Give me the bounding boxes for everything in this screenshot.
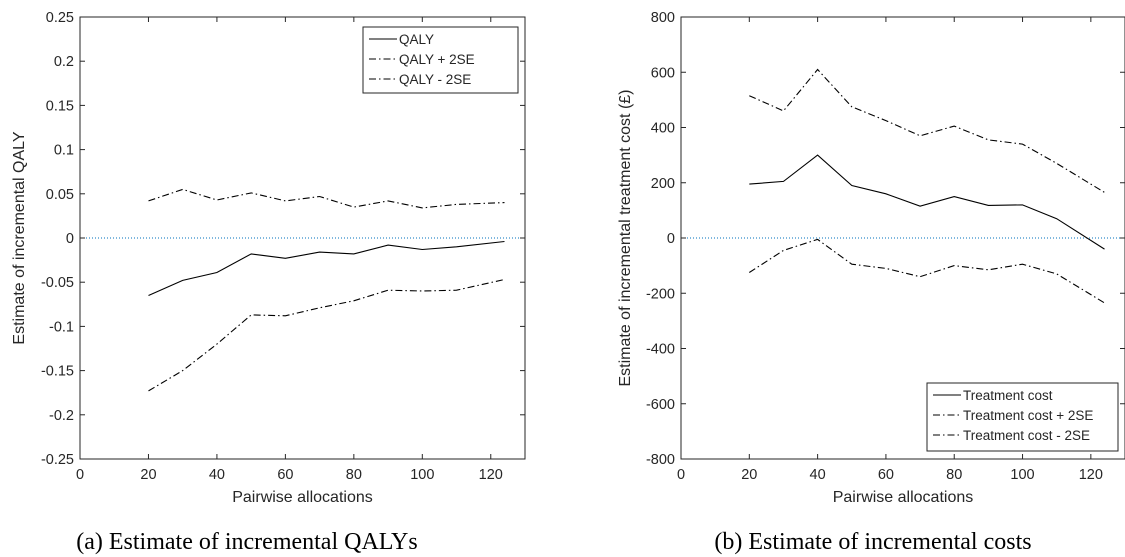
legend-label: QALY [399, 32, 434, 47]
legend-label: Treatment cost + 2SE [963, 408, 1093, 423]
x-tick-label: 0 [76, 467, 84, 483]
x-tick-label: 60 [277, 467, 293, 483]
y-tick-label: -400 [646, 342, 675, 358]
legend-label: QALY - 2SE [399, 72, 471, 87]
y-tick-label: -0.05 [41, 275, 74, 291]
series-line-1 [749, 154, 1105, 250]
legend-box [926, 382, 1119, 452]
panel-cost: 0 20 40 60 80 100 120 -800 -600 -400 -200 0 200 400 60… [617, 10, 1125, 555]
panel-qaly: 0 20 40 60 80 100 120 -0.25 -0.2 -0.15 -0.1 -0.05 0 0… [11, 10, 526, 555]
legend-box [362, 26, 519, 94]
x-tick-label: 100 [410, 467, 434, 483]
y-tick-label: -600 [646, 397, 675, 413]
y-tick-label: 0.05 [46, 187, 74, 203]
y-tick-label: 800 [651, 10, 675, 26]
x-axis-title: Pairwise allocations [232, 489, 373, 506]
y-tick-label: 400 [651, 121, 675, 137]
y-tick-label: 0.1 [54, 143, 74, 159]
series-line-2 [148, 188, 505, 209]
y-tick-label: -0.2 [49, 408, 74, 424]
x-tick-label: 120 [1079, 467, 1103, 483]
legend-label: Treatment cost - 2SE [963, 428, 1090, 443]
y-tick-label: -0.15 [41, 364, 74, 380]
x-tick-label: 60 [878, 467, 894, 483]
x-tick-label: 40 [209, 467, 225, 483]
x-tick-label: 20 [140, 467, 156, 483]
y-tick-label: -0.25 [41, 452, 74, 468]
legend-label: Treatment cost [963, 388, 1053, 403]
figure-caption: (a) Estimate of incremental QALYs [76, 529, 417, 555]
y-tick-label: 0.15 [46, 98, 74, 114]
x-tick-label: 20 [741, 467, 757, 483]
x-tick-label: 40 [810, 467, 826, 483]
y-tick-label: 0 [667, 231, 675, 247]
legend-label: QALY + 2SE [399, 52, 475, 67]
y-tick-label: -200 [646, 286, 675, 302]
y-tick-label: -800 [646, 452, 675, 468]
y-tick-label: 0 [66, 231, 74, 247]
series-line-2 [749, 68, 1105, 193]
y-tick-label: -0.1 [49, 319, 74, 335]
series-line-1 [148, 240, 505, 297]
y-tick-label: 200 [651, 176, 675, 192]
y-tick-label: 0.2 [54, 54, 74, 70]
series-line-3 [148, 278, 505, 392]
x-axis-title: Pairwise allocations [833, 489, 974, 506]
y-tick-label: 600 [651, 65, 675, 81]
x-tick-label: 80 [946, 467, 962, 483]
y-tick-label: 0.25 [46, 10, 74, 26]
y-axis-title: Estimate of incremental QALY [11, 131, 28, 344]
x-tick-label: 120 [479, 467, 503, 483]
x-tick-label: 80 [346, 467, 362, 483]
y-axis-title: Estimate of incremental treatment cost (… [617, 90, 634, 387]
figure-caption: (b) Estimate of incremental costs [714, 529, 1031, 555]
series-line-3 [749, 238, 1105, 304]
x-tick-label: 0 [677, 467, 685, 483]
x-tick-label: 100 [1010, 467, 1034, 483]
